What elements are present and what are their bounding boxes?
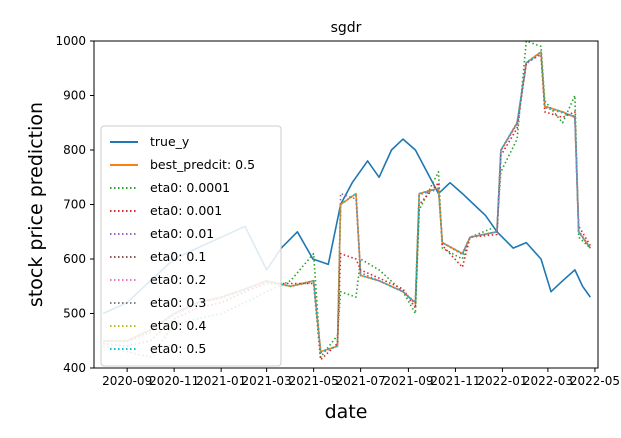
legend-label: eta0: 0.01 — [150, 226, 214, 241]
legend-label: true_y — [150, 134, 190, 149]
x-axis: 2020-092020-112021-012021-032021-052021-… — [102, 368, 620, 388]
x-tick-label: 2022-01 — [477, 374, 527, 388]
legend-label: eta0: 0.5 — [150, 341, 206, 356]
legend-label: eta0: 0.0001 — [150, 180, 230, 195]
legend-label: eta0: 0.2 — [150, 272, 206, 287]
legend-label: eta0: 0.4 — [150, 318, 206, 333]
x-tick-label: 2020-11 — [149, 374, 199, 388]
chart-title: sgdr — [331, 20, 362, 36]
x-tick-label: 2021-05 — [289, 374, 339, 388]
series-line-3 — [103, 41, 591, 358]
legend-box — [100, 125, 282, 367]
y-tick-label: 500 — [63, 307, 86, 321]
x-tick-label: 2022-05 — [570, 374, 620, 388]
legend-label: eta0: 0.1 — [150, 249, 206, 264]
legend-label: eta0: 0.001 — [150, 203, 222, 218]
x-axis-title: date — [325, 401, 368, 423]
x-tick-label: 2021-07 — [336, 374, 386, 388]
y-tick-label: 400 — [63, 361, 86, 375]
x-tick-label: 2021-01 — [196, 374, 246, 388]
legend-label: eta0: 0.3 — [150, 295, 206, 310]
x-tick-label: 2021-11 — [430, 374, 480, 388]
y-tick-label: 800 — [63, 143, 86, 157]
legend-label: best_predcit: 0.5 — [150, 157, 255, 172]
y-tick-label: 900 — [63, 89, 86, 103]
series-line-4 — [103, 53, 591, 361]
x-tick-label: 2021-09 — [383, 374, 433, 388]
legend: true_y best_predcit: 0.5 eta0: 0.0001 eta0:… — [100, 125, 282, 367]
x-tick-label: 2021-03 — [242, 374, 292, 388]
y-tick-label: 700 — [63, 198, 86, 212]
x-tick-label: 2020-09 — [102, 374, 152, 388]
y-tick-label: 1000 — [55, 34, 86, 48]
x-tick-label: 2022-03 — [523, 374, 573, 388]
y-axis-title: stock price prediction — [25, 102, 47, 307]
y-tick-label: 600 — [63, 252, 86, 266]
y-axis: 400 500 600 700 800 900 1000 — [55, 34, 94, 375]
